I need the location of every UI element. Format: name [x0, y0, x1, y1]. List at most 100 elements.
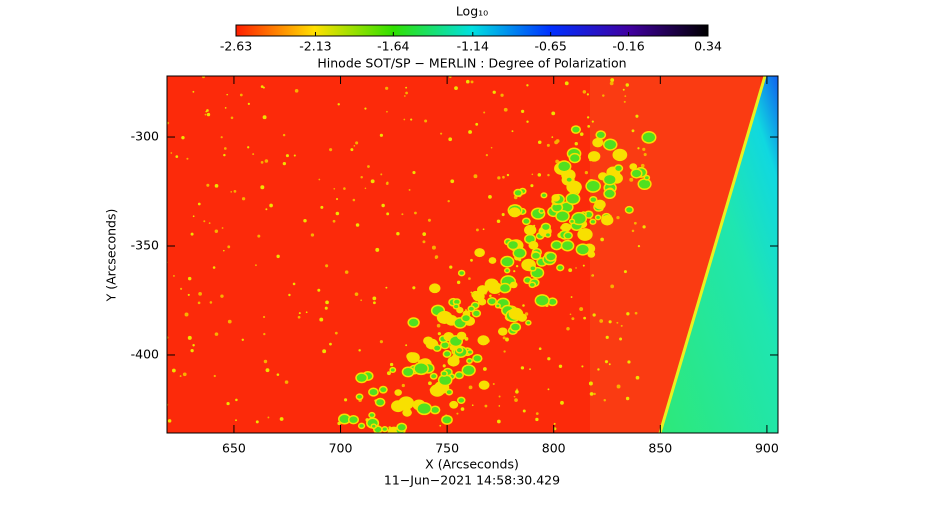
- speckle: [513, 270, 516, 273]
- speckle: [579, 132, 584, 136]
- speckle: [284, 380, 289, 384]
- speckle: [288, 293, 291, 297]
- plage-core: [562, 241, 573, 250]
- x-tick-label: 900: [755, 441, 779, 456]
- speckle: [490, 146, 493, 149]
- speckle: [325, 300, 329, 305]
- speckle: [498, 395, 501, 398]
- image: [167, 76, 778, 448]
- colorbar-label: Log₁₀: [456, 4, 488, 19]
- speckle: [485, 153, 488, 157]
- plage-core: [349, 416, 358, 423]
- plage-core: [500, 284, 510, 292]
- speckle: [530, 184, 534, 188]
- speckle: [586, 93, 590, 96]
- plage-core: [444, 351, 451, 357]
- speckle: [227, 319, 232, 324]
- speckle: [450, 179, 455, 184]
- speckle: [208, 222, 211, 224]
- speckle: [206, 109, 209, 112]
- plage-core: [523, 218, 530, 224]
- speckle: [468, 277, 471, 280]
- speckle: [320, 205, 324, 209]
- speckle: [192, 215, 195, 218]
- plage-core: [501, 257, 513, 267]
- plage-outer: [436, 310, 453, 324]
- plage-outer: [528, 240, 539, 250]
- speckle: [503, 107, 508, 112]
- plage-outer: [415, 438, 427, 448]
- speckle: [385, 86, 389, 90]
- plage-core: [439, 375, 452, 385]
- plage-core: [548, 298, 557, 305]
- speckle: [616, 321, 619, 324]
- speckle: [460, 407, 465, 411]
- speckle: [588, 381, 593, 386]
- speckle: [260, 185, 265, 190]
- plage-core: [372, 424, 376, 428]
- plage-outer: [456, 331, 467, 341]
- speckle: [226, 401, 230, 406]
- speckle: [263, 359, 268, 364]
- speckle: [355, 141, 359, 145]
- plage-core: [473, 355, 481, 362]
- speckle: [257, 234, 261, 238]
- speckle: [182, 372, 187, 377]
- speckle: [235, 419, 237, 422]
- plage-core: [417, 403, 431, 414]
- plage-core: [359, 424, 364, 428]
- speckle: [203, 220, 206, 223]
- speckle: [436, 323, 441, 328]
- speckle: [381, 203, 385, 208]
- speckle: [220, 294, 224, 298]
- speckle: [506, 173, 510, 177]
- plage-core: [496, 304, 500, 308]
- speckle: [422, 240, 426, 244]
- speckle: [241, 338, 244, 341]
- speckle: [192, 90, 195, 93]
- speckle: [524, 312, 529, 316]
- speckle: [635, 375, 640, 380]
- plage-core: [473, 310, 480, 316]
- speckle: [623, 100, 626, 103]
- plage-core: [570, 154, 580, 162]
- footnote: 11−Jun−2021 14:58:30.429: [384, 473, 560, 488]
- speckle: [620, 324, 623, 327]
- speckle: [456, 412, 459, 415]
- speckle: [187, 293, 190, 297]
- plage-outer: [484, 278, 499, 291]
- speckle: [334, 331, 338, 335]
- speckle: [214, 229, 219, 233]
- speckle: [192, 344, 195, 347]
- speckle: [227, 245, 231, 249]
- plage-core: [431, 374, 437, 379]
- speckle: [198, 291, 202, 296]
- plage-core: [468, 306, 474, 311]
- plage-core: [374, 426, 382, 433]
- speckle: [602, 94, 605, 97]
- plage-outer: [474, 248, 485, 258]
- speckle: [473, 174, 478, 179]
- speckle: [597, 368, 600, 371]
- speckle: [547, 173, 550, 177]
- speckle: [214, 332, 219, 336]
- speckle: [373, 301, 376, 305]
- plot-frame: [166, 75, 779, 434]
- speckle: [403, 118, 406, 121]
- speckle: [575, 267, 577, 269]
- plage-outer: [402, 408, 412, 417]
- plage-core: [387, 434, 393, 439]
- speckle: [500, 93, 504, 97]
- speckle: [354, 292, 359, 296]
- plage-core: [542, 224, 550, 230]
- colorbar-tick-label: -2.63: [220, 39, 252, 54]
- speckle: [173, 275, 175, 277]
- speckle: [333, 187, 336, 190]
- speckle: [171, 368, 176, 373]
- speckle: [538, 347, 542, 351]
- plage-core: [468, 350, 472, 354]
- speckle: [428, 381, 432, 386]
- speckle: [537, 173, 542, 177]
- speckle: [352, 198, 356, 202]
- speckle: [265, 368, 270, 373]
